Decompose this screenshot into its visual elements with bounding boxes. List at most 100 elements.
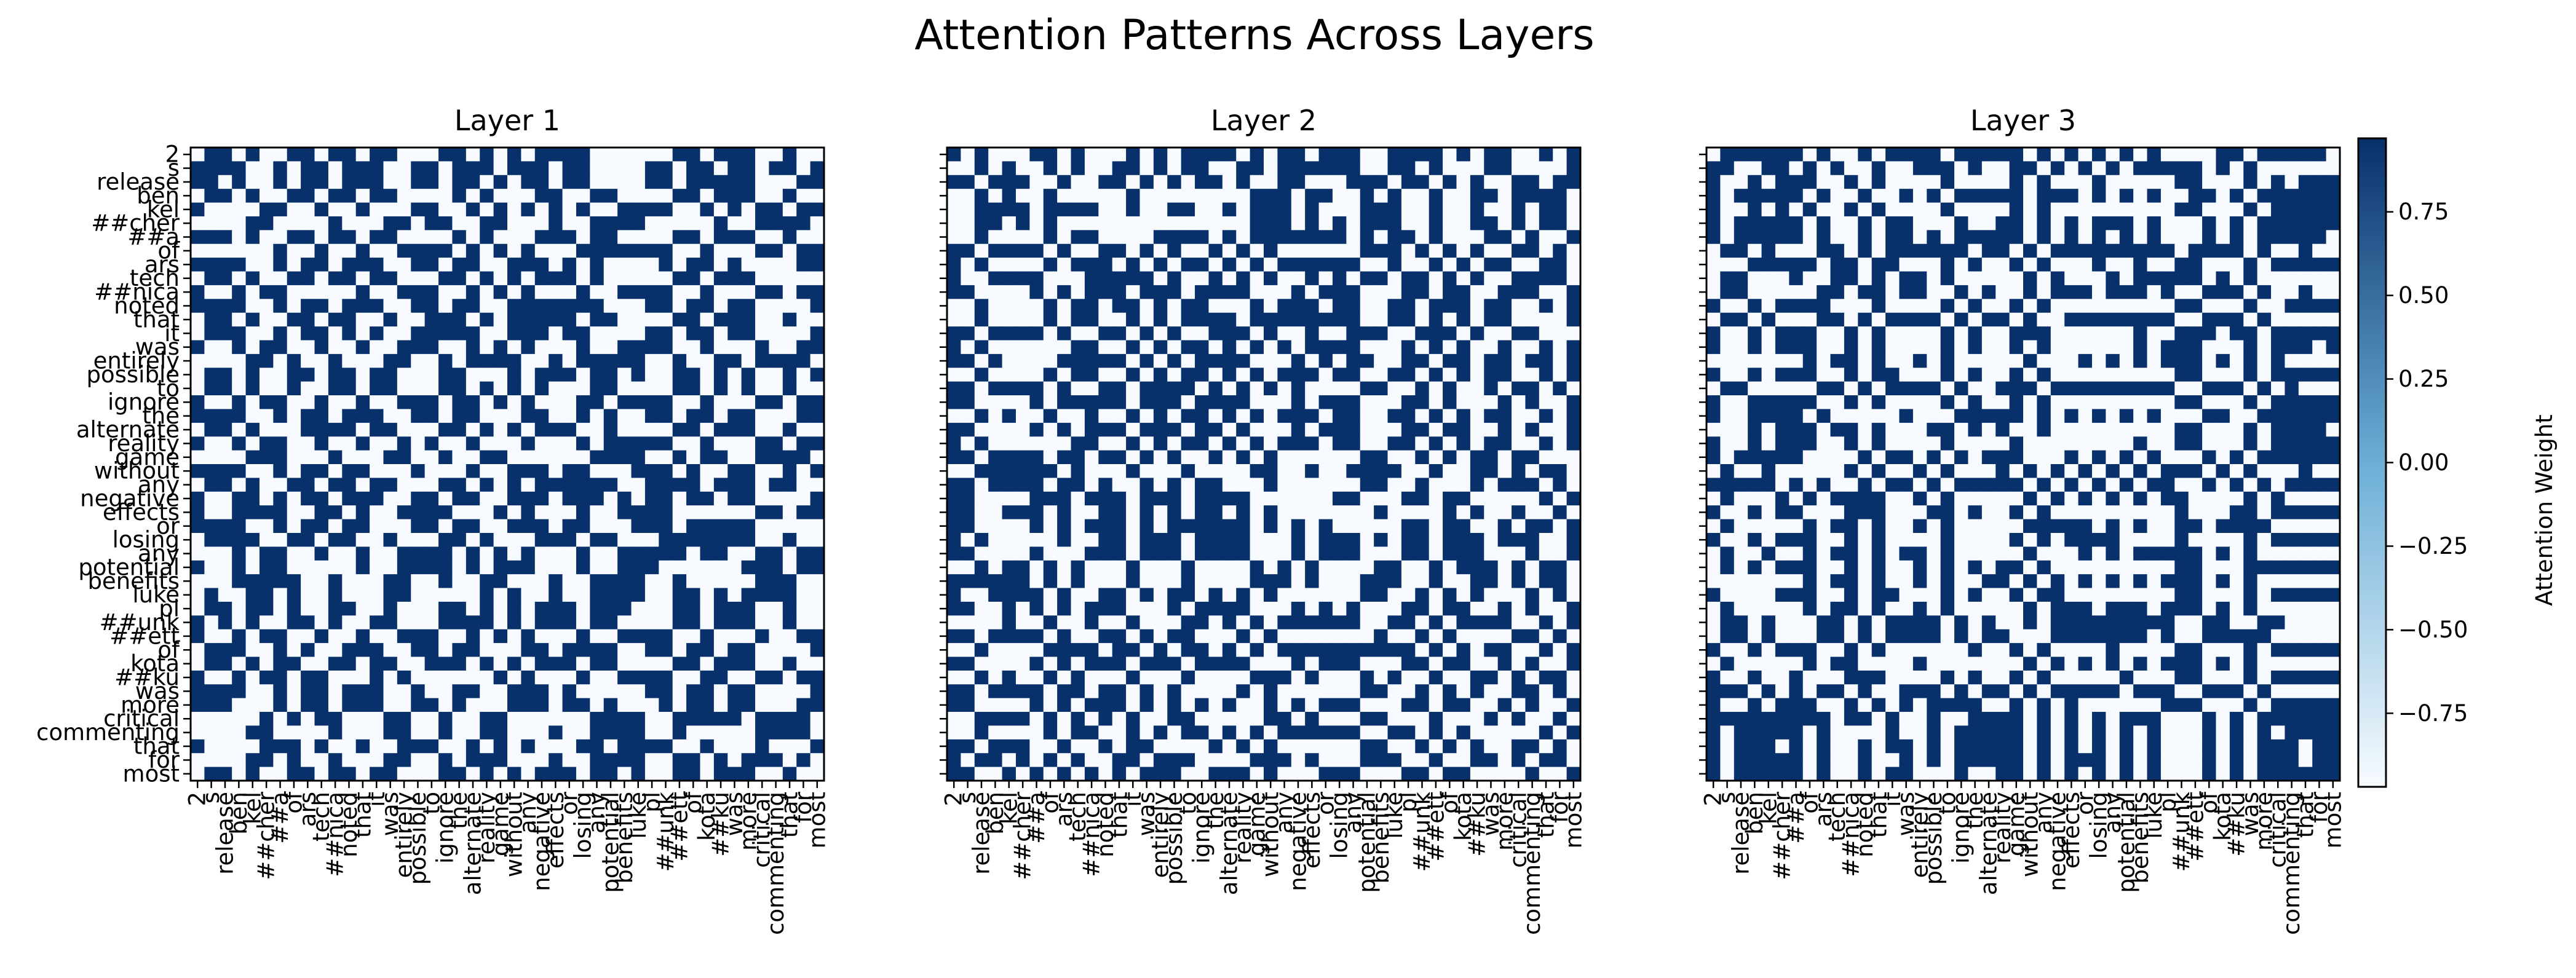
heatmap-cell — [1181, 767, 1195, 781]
heatmap-cell — [2037, 148, 2051, 162]
heatmap-cell — [438, 148, 453, 162]
heatmap-cell — [1415, 450, 1430, 465]
heatmap-cell — [700, 739, 715, 754]
heatmap-cell — [1002, 629, 1017, 644]
heatmap-cell — [2091, 161, 2106, 176]
heatmap-cell — [644, 725, 659, 740]
heatmap-cell — [727, 161, 742, 176]
heatmap-cell — [659, 505, 673, 520]
heatmap-cell — [1139, 478, 1154, 492]
heatmap-cell — [1456, 505, 1471, 520]
heatmap-cell — [1539, 353, 1553, 368]
heatmap-cell — [1374, 258, 1389, 272]
heatmap-cell — [1277, 657, 1292, 671]
heatmap-cell — [452, 725, 467, 740]
heatmap-cell — [1084, 670, 1099, 685]
heatmap-cell — [342, 725, 357, 740]
heatmap-cell — [411, 368, 426, 382]
heatmap-cell — [1401, 381, 1416, 396]
heatmap-cell — [314, 739, 329, 754]
heatmap-cell — [2229, 243, 2244, 258]
heatmap-cell — [590, 519, 604, 534]
heatmap-cell — [218, 491, 232, 506]
heatmap-cell — [521, 436, 536, 451]
heatmap-cell — [452, 230, 467, 245]
heatmap-cell — [1360, 340, 1374, 355]
heatmap-cell — [1195, 271, 1210, 286]
heatmap-cell — [355, 189, 370, 203]
heatmap-cell — [1497, 615, 1512, 630]
y-tick-label: noted — [114, 293, 180, 319]
heatmap-cell — [1512, 258, 1526, 272]
x-tick-label: any — [515, 792, 541, 834]
heatmap-cell — [493, 505, 508, 520]
heatmap-cell — [411, 189, 426, 203]
heatmap-cell — [1387, 353, 1402, 368]
heatmap-cell — [1236, 601, 1251, 616]
heatmap-cell — [2285, 243, 2299, 258]
heatmap-cell — [314, 464, 329, 478]
heatmap-cell — [1002, 657, 1017, 671]
heatmap-cell — [314, 560, 329, 575]
heatmap-cell — [1181, 643, 1195, 658]
heatmap-cell — [411, 739, 426, 754]
heatmap-cell — [1734, 175, 1748, 189]
heatmap-cell — [1553, 450, 1567, 465]
heatmap-cell — [328, 491, 343, 506]
heatmap-cell — [2216, 189, 2230, 203]
heatmap-cell — [507, 574, 521, 589]
heatmap-cell — [1734, 230, 1748, 245]
heatmap-cell — [1222, 189, 1237, 203]
heatmap-cell — [1401, 340, 1416, 355]
heatmap-cell — [466, 189, 480, 203]
heatmap-cell — [397, 629, 411, 644]
heatmap-cell — [1940, 243, 1955, 258]
heatmap-cell — [755, 629, 770, 644]
heatmap-cell — [397, 725, 411, 740]
heatmap-cell — [1002, 312, 1017, 327]
heatmap-cell — [1748, 230, 1762, 245]
heatmap-cell — [659, 712, 673, 727]
heatmap-cell — [480, 299, 494, 314]
heatmap-cell — [218, 574, 232, 589]
heatmap-cell — [1195, 698, 1210, 712]
heatmap-cell — [644, 340, 659, 355]
heatmap-cell — [397, 312, 411, 327]
heatmap-cell — [273, 312, 288, 327]
heatmap-cell — [1387, 161, 1402, 176]
heatmap-cell — [1264, 478, 1278, 492]
heatmap-cell — [2326, 230, 2340, 245]
heatmap-cell — [755, 505, 770, 520]
heatmap-cell — [590, 395, 604, 410]
heatmap-cell — [342, 175, 357, 189]
heatmap-cell — [1236, 698, 1251, 712]
heatmap-cell — [713, 381, 728, 396]
heatmap-cell — [1195, 395, 1210, 410]
heatmap-cell — [796, 739, 811, 754]
heatmap-cell — [617, 670, 632, 685]
heatmap-cell — [659, 698, 673, 712]
heatmap-cell — [452, 271, 467, 286]
heatmap-cell — [1277, 161, 1292, 176]
heatmap-cell — [1181, 216, 1195, 231]
heatmap-cell — [1456, 491, 1471, 506]
heatmap-cell — [424, 615, 439, 630]
heatmap-cell — [686, 436, 701, 451]
heatmap-cell — [1706, 148, 1721, 162]
heatmap-cell — [493, 670, 508, 685]
heatmap-cell — [1387, 395, 1402, 410]
heatmap-cell — [1305, 409, 1320, 424]
heatmap-cell — [576, 312, 590, 327]
heatmap-cell — [576, 519, 590, 534]
heatmap-cell — [397, 326, 411, 341]
heatmap-cell — [713, 739, 728, 754]
heatmap-cell — [452, 285, 467, 299]
heatmap-cell — [988, 230, 1003, 245]
heatmap-cell — [727, 712, 742, 727]
heatmap-cell — [1167, 422, 1182, 437]
y-tick-label: possible — [87, 361, 180, 388]
heatmap-cell — [1236, 464, 1251, 478]
heatmap-cell — [2119, 258, 2134, 272]
heatmap-cell — [1112, 436, 1127, 451]
heatmap-cell — [328, 175, 343, 189]
